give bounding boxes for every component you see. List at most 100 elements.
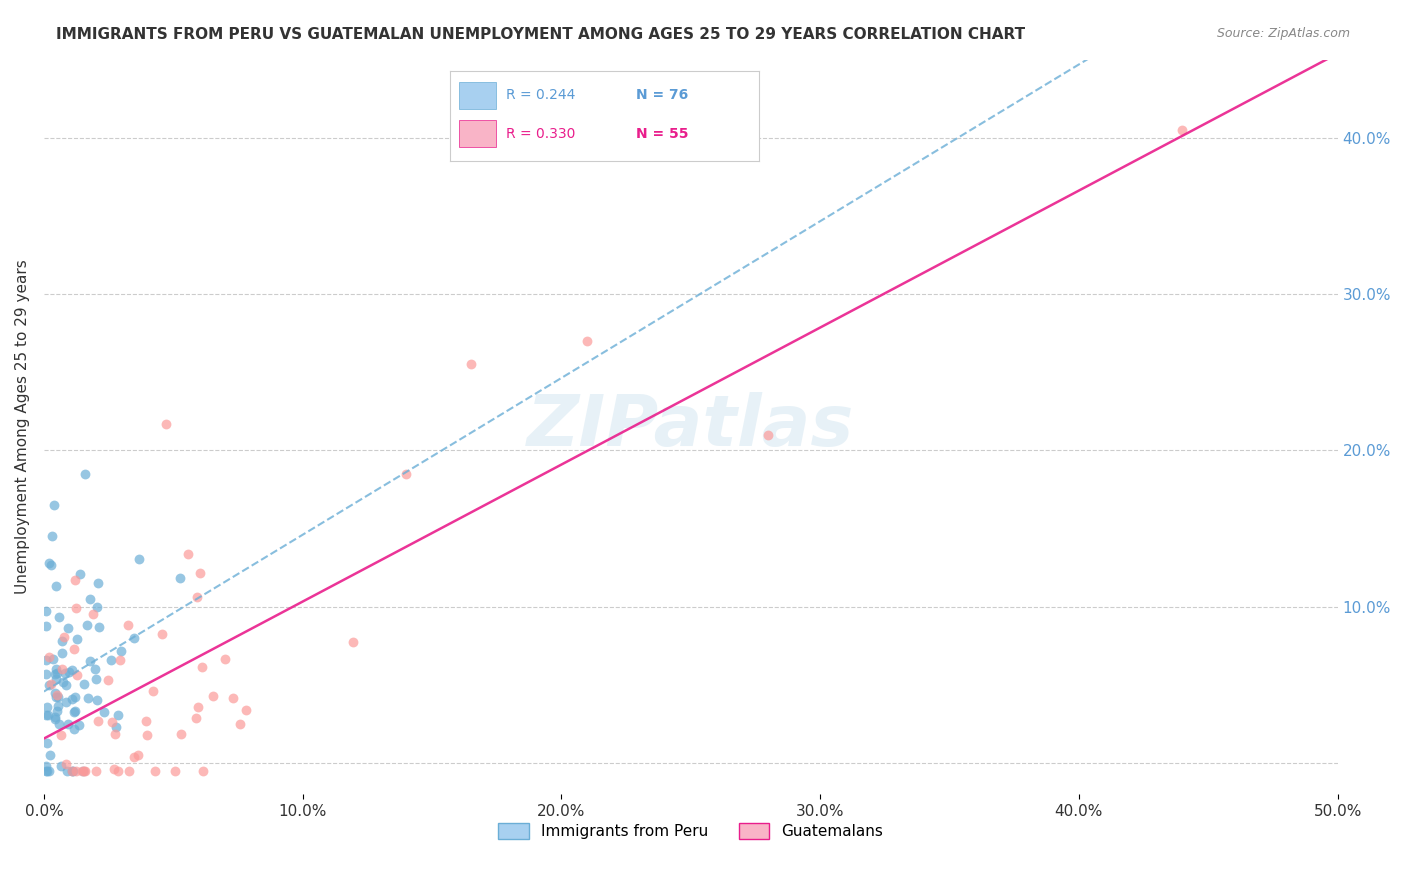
Point	[56, 764, 79, 778]
Point	[184, 711, 207, 725]
Point	[39, 558, 62, 573]
Point	[51, 646, 73, 660]
Point	[35, 707, 58, 722]
Point	[75, 764, 97, 778]
Point	[48, 717, 70, 731]
Point	[51, 728, 73, 742]
Point	[86, 693, 108, 707]
Point	[53, 665, 76, 680]
Point	[35, 699, 58, 714]
Point	[51, 663, 73, 677]
Point	[35, 604, 58, 618]
Point	[104, 727, 127, 741]
Point	[83, 662, 105, 676]
Point	[67, 717, 90, 731]
Point	[193, 764, 215, 778]
Point	[46, 666, 69, 681]
Point	[76, 691, 98, 706]
Point	[191, 660, 214, 674]
Point	[65, 601, 87, 615]
Point	[45, 689, 67, 703]
Text: R = 0.244: R = 0.244	[506, 88, 575, 103]
Point	[128, 552, 150, 566]
Point	[55, 756, 77, 771]
Point	[117, 617, 139, 632]
Point	[65, 764, 87, 778]
Point	[84, 764, 107, 778]
Point	[44, 498, 66, 512]
Point	[52, 675, 75, 690]
Point	[63, 690, 86, 704]
Point	[186, 590, 208, 604]
Point	[51, 634, 73, 648]
Point	[38, 649, 60, 664]
Point	[69, 567, 91, 582]
Point	[55, 695, 77, 709]
Point	[127, 748, 149, 763]
Point	[46, 704, 69, 718]
Point	[35, 735, 58, 749]
Point	[60, 663, 83, 677]
Point	[62, 764, 84, 778]
Point	[395, 467, 418, 481]
Text: N = 76: N = 76	[636, 88, 688, 103]
Point	[170, 727, 193, 741]
Point	[103, 762, 125, 776]
Point	[110, 644, 132, 658]
Point	[38, 677, 60, 691]
Point	[169, 571, 191, 585]
Point	[188, 566, 211, 580]
Point	[56, 621, 79, 635]
Point	[201, 689, 224, 703]
Point	[187, 700, 209, 714]
Point	[38, 556, 60, 570]
Text: Source: ZipAtlas.com: Source: ZipAtlas.com	[1216, 27, 1350, 40]
Point	[42, 652, 65, 666]
Point	[76, 618, 98, 632]
Point	[576, 334, 599, 348]
Point	[87, 714, 110, 728]
Point	[136, 728, 159, 742]
Point	[79, 591, 101, 606]
Point	[122, 631, 145, 645]
Point	[460, 357, 482, 371]
Point	[155, 417, 177, 432]
Point	[41, 529, 63, 543]
Point	[82, 607, 104, 621]
Point	[44, 666, 66, 681]
Point	[55, 677, 77, 691]
Text: ZIPatlas: ZIPatlas	[527, 392, 855, 461]
Point	[65, 632, 87, 647]
Point	[44, 710, 66, 724]
Point	[60, 692, 83, 706]
Text: IMMIGRANTS FROM PERU VS GUATEMALAN UNEMPLOYMENT AMONG AGES 25 TO 29 YEARS CORREL: IMMIGRANTS FROM PERU VS GUATEMALAN UNEMP…	[56, 27, 1025, 42]
Point	[72, 764, 94, 778]
FancyBboxPatch shape	[460, 82, 496, 109]
Point	[93, 705, 115, 719]
Point	[235, 703, 257, 717]
Point	[46, 698, 69, 713]
Point	[63, 722, 86, 736]
Point	[229, 717, 252, 731]
Point	[100, 653, 122, 667]
Point	[118, 764, 141, 778]
Point	[214, 652, 236, 666]
Point	[143, 764, 166, 778]
Point	[44, 712, 66, 726]
Point	[63, 642, 86, 657]
Y-axis label: Unemployment Among Ages 25 to 29 years: Unemployment Among Ages 25 to 29 years	[15, 260, 30, 594]
Point	[45, 662, 67, 676]
Point	[108, 653, 131, 667]
Point	[62, 705, 84, 719]
Point	[97, 673, 120, 687]
Point	[35, 653, 58, 667]
Point	[56, 716, 79, 731]
Point	[86, 599, 108, 614]
Point	[45, 579, 67, 593]
Point	[75, 467, 97, 481]
Point	[150, 627, 173, 641]
Point	[45, 673, 67, 687]
Point	[35, 764, 58, 778]
Legend: Immigrants from Peru, Guatemalans: Immigrants from Peru, Guatemalans	[492, 817, 890, 845]
Point	[48, 690, 70, 704]
